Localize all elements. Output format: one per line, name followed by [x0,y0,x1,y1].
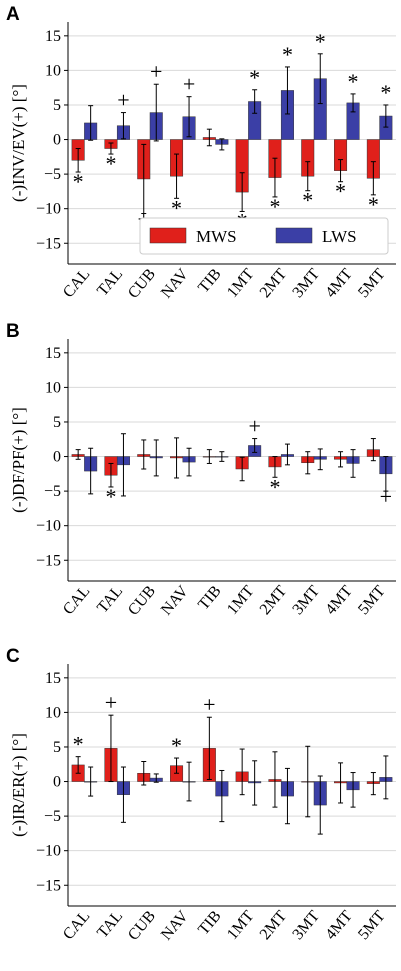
x-tick-label: TAL [94,908,126,942]
significance-plus: + [380,484,392,509]
x-tick-label: 5MT [355,265,389,301]
y-tick-label: 10 [45,62,61,79]
legend-swatch-lws [275,227,313,244]
y-tick-label: 0 [53,449,61,466]
x-tick-label: TIB [195,583,225,614]
y-tick-label: −10 [36,843,61,860]
significance-plus: + [150,59,162,84]
significance-asterisk: * [348,69,359,94]
significance-plus: + [248,414,260,439]
y-axis-label: (-)IR/ER(+) [°] [9,733,28,837]
x-tick-label: TIB [195,908,225,939]
x-tick-label: 1MT [224,582,258,618]
legend-label-mws: MWS [196,227,237,246]
x-tick-label: CAL [60,908,94,943]
x-tick-label: 3MT [289,265,323,301]
y-tick-label: 15 [45,345,61,362]
significance-asterisk: * [73,169,84,194]
legend-swatch-mws [149,227,187,244]
x-tick-label: 4MT [322,582,356,618]
significance-asterisk: * [335,179,346,204]
significance-asterisk: * [105,151,116,176]
significance-asterisk: * [315,29,326,54]
x-tick-label: TAL [94,266,126,300]
significance-plus: + [117,88,129,113]
panel-letter: A [6,4,20,25]
x-tick-label: 4MT [322,907,356,943]
y-tick-label: 10 [45,704,61,721]
x-tick-label: 2MT [257,265,291,301]
y-tick-label: −15 [36,877,61,894]
y-tick-label: 10 [45,379,61,396]
x-tick-label: 2MT [257,907,291,943]
y-tick-label: −10 [36,201,61,218]
x-tick-label: CUB [125,583,159,619]
significance-asterisk: * [73,732,84,757]
x-tick-label: NAV [158,265,192,301]
y-axis-label: (-)DF/PF(+) [°] [9,407,28,513]
y-tick-label: 5 [53,414,61,431]
significance-asterisk: * [171,733,182,758]
panel-A: A −15 −10 −5 0 5 10 15 (-)INV/EV(+) [°] * CAL * + TAL… [6,4,396,302]
significance-asterisk: * [269,194,280,219]
y-tick-label: −10 [36,518,61,535]
panel-letter: C [6,646,20,667]
y-tick-label: 0 [53,132,61,149]
y-tick-label: 5 [53,97,61,114]
y-tick-label: 0 [53,774,61,791]
x-tick-label: 5MT [355,907,389,943]
x-tick-label: NAV [158,907,192,943]
panel-B: B −15 −10 −5 0 5 10 15 (-)DF/PF(+) [°] CAL * TALCUB… [6,321,396,619]
x-tick-label: 4MT [322,265,356,301]
x-tick-label: CAL [60,583,94,618]
panel-C: C −15 −10 −5 0 5 10 15 (-)IR/ER(+) [°] * CAL + TALCU… [6,646,396,944]
y-tick-label: −15 [36,552,61,569]
x-tick-label: CAL [60,266,94,301]
x-tick-label: CUB [125,266,159,302]
significance-asterisk: * [368,192,379,217]
x-tick-label: TIB [195,266,225,297]
significance-plus: + [203,692,215,717]
significance-plus: + [105,690,117,715]
significance-plus: + [183,72,195,97]
x-tick-label: TAL [94,583,126,617]
significance-asterisk: * [249,65,260,90]
y-tick-label: −15 [36,235,61,252]
x-tick-label: 5MT [355,582,389,618]
y-tick-label: −5 [44,483,61,500]
y-tick-label: 15 [45,28,61,45]
y-tick-label: 5 [53,739,61,756]
y-tick-label: −5 [44,808,61,825]
significance-asterisk: * [282,42,293,67]
significance-asterisk: * [269,474,280,499]
x-tick-label: NAV [158,582,192,618]
significance-asterisk: * [105,484,116,509]
legend-box [139,217,389,255]
x-tick-label: 3MT [289,582,323,618]
significance-asterisk: * [380,80,391,105]
significance-asterisk: * [171,195,182,220]
x-tick-label: 1MT [224,265,258,301]
legend-label-lws: LWS [322,227,357,246]
significance-asterisk: * [302,188,313,213]
y-axis-label: (-)INV/EV(+) [°] [9,84,28,202]
x-tick-label: 3MT [289,907,323,943]
x-tick-label: 1MT [224,907,258,943]
x-tick-label: 2MT [257,582,291,618]
y-tick-label: 15 [45,670,61,687]
panel-letter: B [6,321,20,342]
y-tick-label: −5 [44,166,61,183]
x-tick-label: CUB [125,908,159,944]
